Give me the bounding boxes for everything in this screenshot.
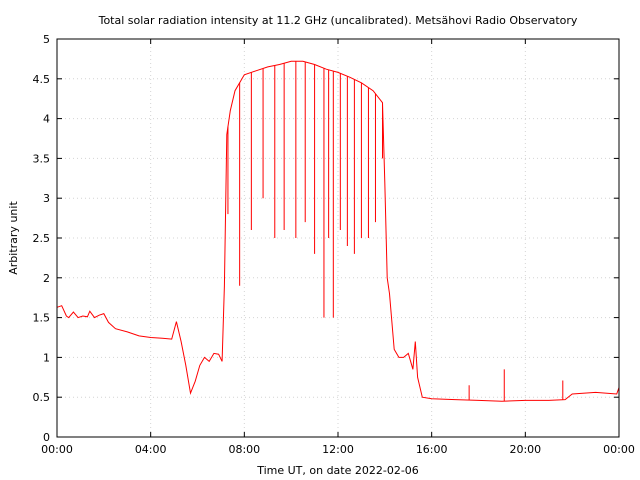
series-layer — [56, 60, 620, 402]
y-tick-label: 0.5 — [33, 391, 51, 404]
y-tick-label: 5 — [43, 33, 50, 46]
x-axis-label: Time UT, on date 2022-02-06 — [256, 464, 419, 477]
grid-lines — [57, 39, 619, 437]
x-tick-label: 12:00 — [322, 443, 354, 456]
y-tick-label: 0 — [43, 431, 50, 444]
series-line — [56, 60, 620, 402]
y-tick-label: 4.5 — [33, 73, 51, 86]
y-tick-label: 1.5 — [33, 312, 51, 325]
chart-title: Total solar radiation intensity at 11.2 … — [98, 14, 578, 27]
y-tick-label: 3 — [43, 192, 50, 205]
x-tick-label: 00:00 — [41, 443, 73, 456]
y-tick-label: 3.5 — [33, 152, 51, 165]
x-tick-label: 00:00 — [603, 443, 635, 456]
y-axis-label: Arbitrary unit — [7, 201, 20, 275]
y-tick-label: 2 — [43, 272, 50, 285]
y-tick-label: 1 — [43, 351, 50, 364]
x-tick-label: 04:00 — [135, 443, 167, 456]
x-tick-label: 16:00 — [416, 443, 448, 456]
x-tick-label: 08:00 — [228, 443, 260, 456]
y-tick-label: 2.5 — [33, 232, 51, 245]
axis-ticks: 0 0.5 1 1.5 2 2.5 3 3.5 4 4.5 5 00:00 04:00 08:00 12:0… — [33, 33, 635, 456]
x-tick-label: 20:00 — [509, 443, 541, 456]
y-tick-label: 4 — [43, 113, 50, 126]
